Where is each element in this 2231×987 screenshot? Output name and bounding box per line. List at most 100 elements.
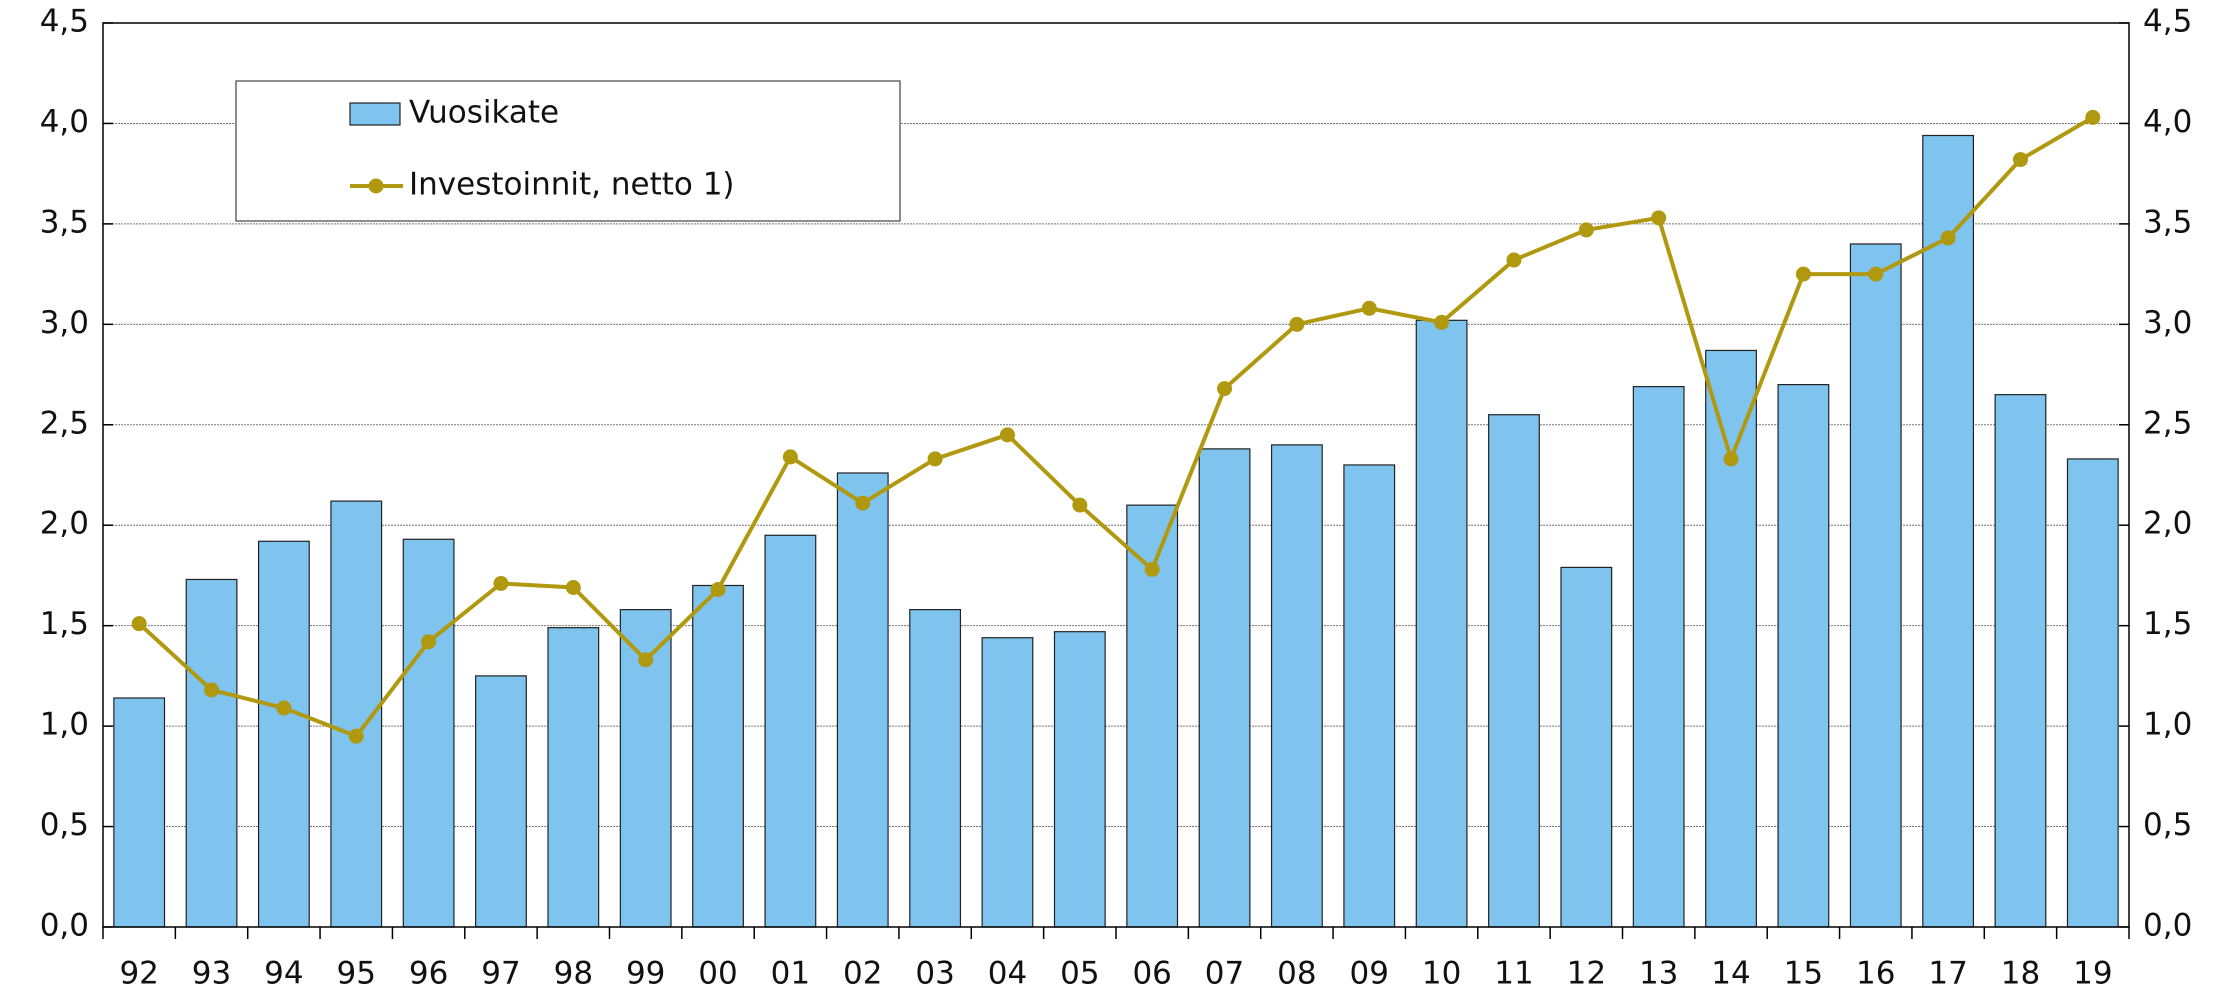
x-tick-label: 10 (1422, 956, 1461, 987)
x-tick-label: 01 (771, 956, 810, 987)
bar (547, 627, 600, 928)
line-marker (348, 728, 364, 744)
bar (1270, 444, 1323, 928)
bar (1415, 319, 1468, 928)
line-marker (2012, 152, 2028, 168)
line (137, 115, 2094, 739)
x-tick-label: 99 (626, 956, 665, 987)
bar (909, 608, 962, 928)
y2-tick-label: 0,0 (2143, 908, 2192, 944)
bar (1922, 134, 1975, 928)
line-marker (638, 652, 654, 668)
y-tick-label: 0,0 (40, 908, 89, 944)
x-tick-label: 07 (1205, 956, 1244, 987)
x-tick-label: 11 (1494, 956, 1533, 987)
x-tick-label: 09 (1350, 956, 1389, 987)
x-tick-label: 14 (1711, 956, 1750, 987)
x-tick-label: 93 (192, 956, 231, 987)
bar (402, 538, 455, 928)
bar (2066, 458, 2119, 928)
x-tick-label: 16 (1856, 956, 1895, 987)
line-marker (855, 495, 871, 511)
line-marker (131, 616, 147, 632)
line-marker (1434, 314, 1450, 330)
x-tick-label: 17 (1928, 956, 1967, 987)
x-tick-label: 08 (1277, 956, 1316, 987)
x-tick-label: 02 (843, 956, 882, 987)
y-tick-label: 3,0 (40, 305, 89, 341)
y-tick-label: 2,5 (40, 405, 89, 441)
x-tick-label: 15 (1784, 956, 1823, 987)
bar (1994, 394, 2047, 928)
bar (1053, 631, 1106, 928)
line-marker (1506, 252, 1522, 268)
bar (1632, 386, 1685, 928)
y2-tick-label: 2,5 (2143, 405, 2192, 441)
y-tick-label: 3,5 (40, 204, 89, 240)
x-tick-label: 00 (698, 956, 737, 987)
y-tick-label: 4,0 (40, 104, 89, 140)
y2-tick-label: 0,5 (2143, 807, 2192, 843)
line-marker (493, 575, 509, 591)
bar (1198, 448, 1251, 928)
line-marker (999, 427, 1015, 443)
x-tick-label: 03 (915, 956, 954, 987)
line-marker (1868, 266, 1884, 282)
bar (1488, 414, 1540, 928)
bar (764, 534, 817, 928)
plot-frame (102, 22, 2130, 928)
y-tick-label: 1,0 (40, 707, 89, 743)
bar (185, 578, 238, 928)
line-marker (276, 700, 292, 716)
x-tick-label: 96 (409, 956, 448, 987)
bar (836, 472, 889, 928)
legend-label: Investoinnit, netto 1) (409, 167, 735, 203)
y2-tick-label: 2,0 (2143, 506, 2192, 542)
x-tick-label: 18 (2001, 956, 2040, 987)
bar (475, 675, 527, 928)
x-tick-label: 95 (337, 956, 376, 987)
line-marker (782, 449, 798, 465)
line-marker (1651, 210, 1667, 226)
y-tick-label: 2,0 (40, 506, 89, 542)
line-marker (1144, 561, 1160, 577)
x-tick-label: 92 (119, 956, 158, 987)
x-tick-label: 04 (988, 956, 1027, 987)
x-tick-label: 94 (264, 956, 303, 987)
line-marker (1072, 497, 1088, 513)
line-marker (1289, 316, 1305, 332)
legend-swatch (349, 102, 401, 126)
y-tick-label: 1,5 (40, 606, 89, 642)
y-tick-label: 4,5 (40, 4, 89, 40)
y2-tick-label: 4,0 (2143, 104, 2192, 140)
x-tick-label: 19 (2073, 956, 2112, 987)
y-tick-label: 0,5 (40, 807, 89, 843)
line-marker (565, 579, 581, 595)
bar (1849, 243, 1902, 928)
x-tick-label: 97 (481, 956, 520, 987)
x-tick-label: 05 (1060, 956, 1099, 987)
legend-label: Vuosikate (409, 95, 559, 131)
line-marker (710, 582, 726, 598)
y2-tick-label: 1,0 (2143, 707, 2192, 743)
bar (1705, 349, 1757, 928)
line-marker (1578, 222, 1594, 238)
line-marker (1217, 381, 1233, 397)
x-tick-label: 12 (1567, 956, 1606, 987)
line-marker (927, 451, 943, 467)
y2-tick-label: 3,5 (2143, 204, 2192, 240)
line-marker (1795, 266, 1811, 282)
legend-box (235, 80, 901, 222)
bar (981, 637, 1034, 928)
x-tick-label: 98 (554, 956, 593, 987)
line-marker (421, 634, 437, 650)
line-marker (1361, 300, 1377, 316)
x-tick-label: 06 (1132, 956, 1171, 987)
legend-marker (368, 178, 384, 194)
line-marker (204, 682, 220, 698)
line-marker (1940, 230, 1956, 246)
bar (1777, 384, 1830, 928)
y2-tick-label: 3,0 (2143, 305, 2192, 341)
y2-tick-label: 1,5 (2143, 606, 2192, 642)
